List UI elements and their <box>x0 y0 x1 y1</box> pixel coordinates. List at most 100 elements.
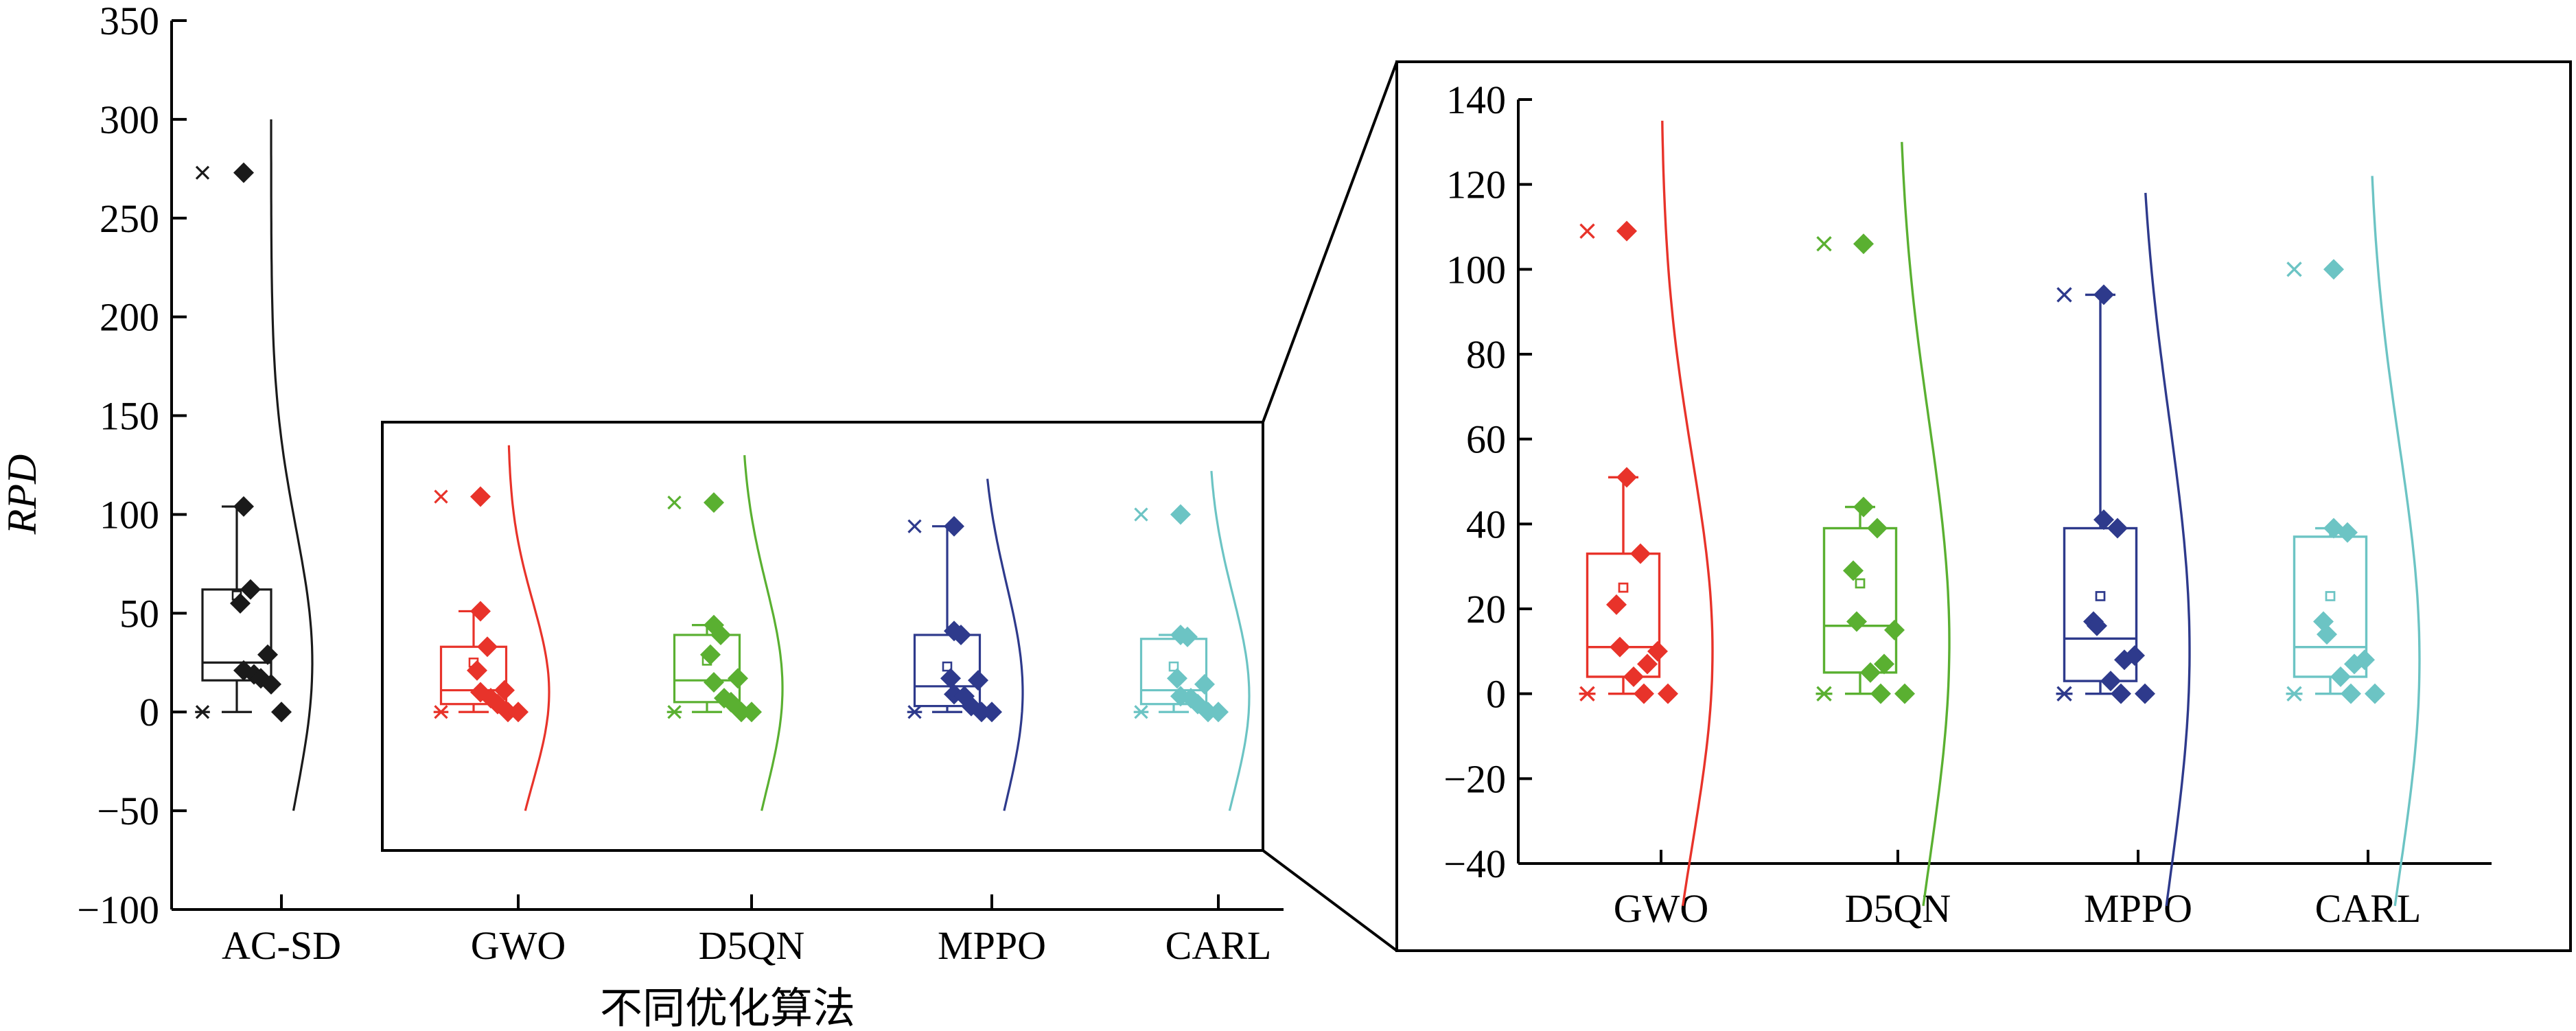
inset-series-carl-min-marker <box>2286 686 2303 702</box>
inset-series-carl-box <box>2293 535 2368 678</box>
inset-series-mppo-data-point <box>2093 509 2114 531</box>
series-carl-data-point <box>1177 626 1198 647</box>
series-ac-sd-min-marker <box>195 705 210 719</box>
series-gwo-data-point <box>467 660 487 681</box>
series-ac-sd-data-point <box>257 644 278 665</box>
x-tick-label: AC-SD <box>222 923 341 968</box>
inset-x-tick-label: GWO <box>1614 886 1709 931</box>
series-d5qn-data-point <box>710 624 731 645</box>
series-d5qn-box <box>673 634 741 704</box>
inset-series-gwo-mean-marker <box>1618 582 1629 593</box>
x-axis-label: 不同优化算法 <box>600 983 855 1031</box>
inset-x-tick-label: CARL <box>2315 886 2422 931</box>
zoom-connector-top <box>1262 61 1398 423</box>
inset-y-tick-label: −20 <box>1443 756 1506 801</box>
inset-series-mppo-data-point <box>2107 518 2128 539</box>
inset-series-carl-data-point <box>2317 624 2337 645</box>
y-tick-label: 250 <box>100 196 159 241</box>
series-ac-sd-max-marker <box>195 165 210 180</box>
inset-series-d5qn-data-point <box>1894 683 1915 704</box>
inset-series-d5qn-density-curve <box>1901 141 1951 907</box>
inset-series-gwo-density-curve <box>1661 120 1714 907</box>
inset-y-tick-label: 100 <box>1446 247 1506 292</box>
zoom-region-box <box>381 421 1264 852</box>
x-tick-label: CARL <box>1165 923 1272 968</box>
inset-series-gwo-max-marker <box>1579 223 1595 239</box>
inset-series-d5qn-min-marker <box>1815 686 1833 702</box>
series-carl-mean-marker <box>1168 661 1179 672</box>
inset-series-carl-mean-marker <box>2325 591 2336 601</box>
series-ac-sd-data-point <box>240 579 261 600</box>
inset-series-mppo-data-point <box>2093 284 2114 305</box>
inset-series-mppo-data-point <box>2100 671 2121 692</box>
inset-series-carl-data-point <box>2337 522 2358 543</box>
series-d5qn-min-marker <box>666 705 682 719</box>
y-tick-label: 100 <box>100 492 159 537</box>
inset-series-carl-data-point <box>2330 666 2351 687</box>
series-carl-max-marker <box>1134 507 1148 522</box>
series-mppo-data-point <box>944 684 964 705</box>
inset-series-d5qn-box <box>1822 526 1898 674</box>
y-tick-label: 350 <box>100 0 159 43</box>
series-gwo-data-point <box>494 680 515 701</box>
series-ac-sd-data-point <box>233 162 254 183</box>
series-carl-data-point <box>1208 702 1229 723</box>
inset-series-d5qn-data-point <box>1870 683 1891 704</box>
inset-series-mppo-mean-marker <box>2095 591 2106 601</box>
inset-series-mppo-data-point <box>2114 649 2135 671</box>
y-tick-label: −50 <box>97 789 159 833</box>
inset-series-mppo-min-marker <box>2056 686 2073 702</box>
series-mppo-data-point <box>982 702 1002 723</box>
series-mppo-data-point <box>968 670 988 691</box>
inset-y-tick-label: 140 <box>1446 78 1506 122</box>
y-tick-label: 200 <box>100 295 159 340</box>
inset-series-d5qn-data-point <box>1846 611 1867 632</box>
main-panel: RPD 不同优化算法 −100 −50 0 50 100 150 200 250 300 350 A… <box>0 0 1284 1031</box>
series-mppo-min-marker <box>907 705 923 719</box>
inset-series-gwo-data-point <box>1637 653 1658 675</box>
series-mppo-data-point <box>940 668 961 689</box>
series-mppo-data-point <box>951 624 971 645</box>
series-carl-data-point <box>1167 668 1187 689</box>
inset-series-gwo-data-point <box>1610 636 1630 658</box>
inset-series-d5qn-data-point <box>1860 662 1881 683</box>
series-mppo-density-curve <box>986 478 1024 811</box>
inset-y-tick-label: −40 <box>1443 842 1506 886</box>
inset-series-gwo-data-point <box>1616 467 1637 488</box>
series-carl-data-point <box>1194 673 1215 695</box>
series-d5qn-data-point <box>704 492 724 513</box>
inset-series-gwo-data-point <box>1606 594 1627 615</box>
y-tick-label: 0 <box>139 690 159 734</box>
series-ac-sd-data-point <box>233 496 254 517</box>
series-carl-data-point <box>1170 504 1191 525</box>
series-carl-min-marker <box>1133 705 1149 719</box>
series-ac-sd-density-curve <box>270 119 314 811</box>
series-mppo-max-marker <box>907 519 922 533</box>
inset-series-carl-max-marker <box>2286 262 2302 277</box>
inset-series-d5qn-data-point <box>1867 518 1888 539</box>
inset-series-mppo-max-marker <box>2056 287 2072 303</box>
series-d5qn-data-point <box>728 668 748 689</box>
series-d5qn-data-point <box>704 672 724 693</box>
series-d5qn-data-point <box>700 644 721 665</box>
inset-series-gwo-data-point <box>1647 640 1668 662</box>
inset-series-gwo-data-point <box>1616 220 1637 242</box>
y-axis-label: RPD <box>0 454 45 535</box>
y-tick-label: 300 <box>100 97 159 142</box>
inset-series-carl-data-point <box>2323 259 2344 280</box>
inset-y-tick-label: 80 <box>1466 332 1506 377</box>
inset-panel: −40 −20 0 20 40 60 80 100 120 140 GWO D5QN MPPO CARL <box>1262 60 2572 952</box>
inset-series-carl-data-point <box>2344 653 2365 675</box>
series-d5qn-density-curve <box>743 455 784 811</box>
zoom-connector-bottom <box>1262 849 1398 952</box>
inset-series-carl-data-point <box>2341 683 2361 704</box>
series-gwo-max-marker <box>434 489 448 504</box>
inset-series-d5qn-data-point <box>1853 496 1874 518</box>
series-mppo-data-point <box>944 516 964 537</box>
inset-series-d5qn-mean-marker <box>1855 578 1866 589</box>
y-tick-label: −100 <box>77 888 159 932</box>
inset-y-tick-label: 120 <box>1446 163 1506 207</box>
inset-y-tick-label: 20 <box>1466 587 1506 632</box>
inset-series-mppo-data-point <box>2087 615 2107 636</box>
